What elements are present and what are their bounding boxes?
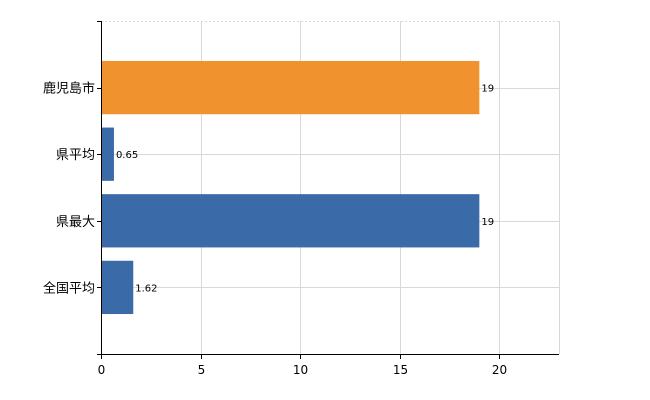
category-label: 鹿児島市 xyxy=(43,81,95,97)
bar xyxy=(101,60,480,115)
data-label: 1.62 xyxy=(135,283,157,294)
bars xyxy=(101,60,480,315)
x-tick-label: 10 xyxy=(293,363,308,377)
x-tick-label: 15 xyxy=(393,363,408,377)
bar xyxy=(101,194,480,248)
category-label: 全国平均 xyxy=(43,280,95,296)
labels: 19 鹿児島市 0.65 県平均 19 県最大 1.62 全国平均 0 5 10 15 20 xyxy=(43,81,507,377)
x-tick-label: 20 xyxy=(492,363,507,377)
axes xyxy=(97,21,559,359)
category-label: 県平均 xyxy=(56,148,95,163)
data-label: 19 xyxy=(481,84,494,95)
x-tick-label: 5 xyxy=(198,363,206,377)
x-tick-label: 0 xyxy=(98,363,106,377)
bar xyxy=(101,260,134,315)
bar xyxy=(101,127,114,181)
data-label: 0.65 xyxy=(116,150,138,161)
data-label: 19 xyxy=(481,217,494,228)
category-label: 県最大 xyxy=(56,215,95,230)
